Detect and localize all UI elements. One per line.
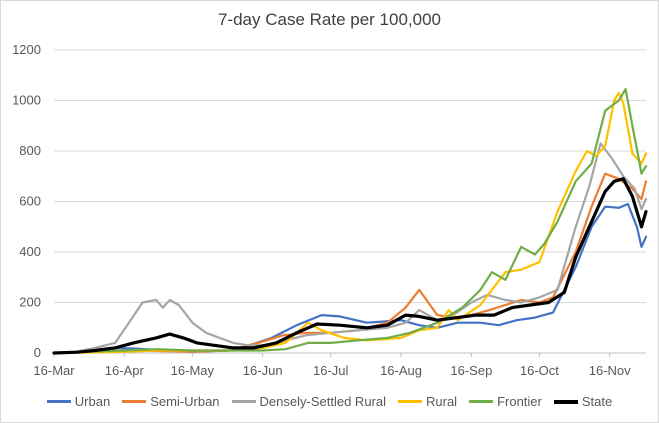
series-line-frontier [52,87,648,355]
y-tick-label: 200 [19,295,41,310]
x-tick-label: 16-Jul [313,363,349,378]
legend-label: Densely-Settled Rural [259,394,386,409]
legend-swatch [553,399,578,404]
legend-swatch [122,400,147,403]
y-axis: 0 200 400 600 800 1000 1200 [12,42,41,360]
y-tick-label: 600 [19,194,41,209]
x-tick-label: 16-Nov [589,363,631,378]
legend-label: Frontier [497,394,542,409]
x-tick-label: 16-Jun [243,363,283,378]
legend-swatch [469,400,494,403]
series-line-densely-settled-rural [52,142,648,355]
y-tick-label: 0 [34,345,41,360]
legend-label: State [581,394,613,409]
legend-swatch [231,400,256,403]
x-axis: 16-Mar 16-Apr 16-May 16-Jun 16-Jul 16-Aug 16-S… [33,353,631,378]
series-lines [52,87,648,355]
legend-swatch [398,400,422,403]
y-tick-label: 800 [19,143,41,158]
legend-label: Urban [74,394,111,409]
legend-item-semi-urban: Semi-Urban [122,394,220,409]
x-tick-label: 16-Aug [380,363,422,378]
x-tick-label: 16-Sep [450,363,492,378]
legend-item-densely-settled-rural: Densely-Settled Rural [231,394,386,409]
legend-item-state: State [553,394,613,409]
legend-label: Rural [426,394,458,409]
y-tick-label: 1000 [12,93,41,108]
y-tick-label: 400 [19,244,41,259]
x-tick-label: 16-May [171,363,215,378]
x-tick-label: 16-Mar [33,363,75,378]
x-tick-label: 16-Oct [520,363,559,378]
legend-label: Semi-Urban [150,394,220,409]
gridlines [54,49,646,354]
series-line-state [52,177,648,355]
chart-title: 7-day Case Rate per 100,000 [217,10,442,29]
x-tick-label: 16-Apr [105,363,145,378]
legend-item-frontier: Frontier [469,394,542,409]
legend-item-rural: Rural [398,394,457,409]
y-tick-label: 1200 [12,42,41,57]
legend: Urban Semi-Urban Densely-Settled Rural Rura… [1,394,658,409]
legend-swatch [46,400,71,403]
legend-item-urban: Urban [46,394,111,409]
